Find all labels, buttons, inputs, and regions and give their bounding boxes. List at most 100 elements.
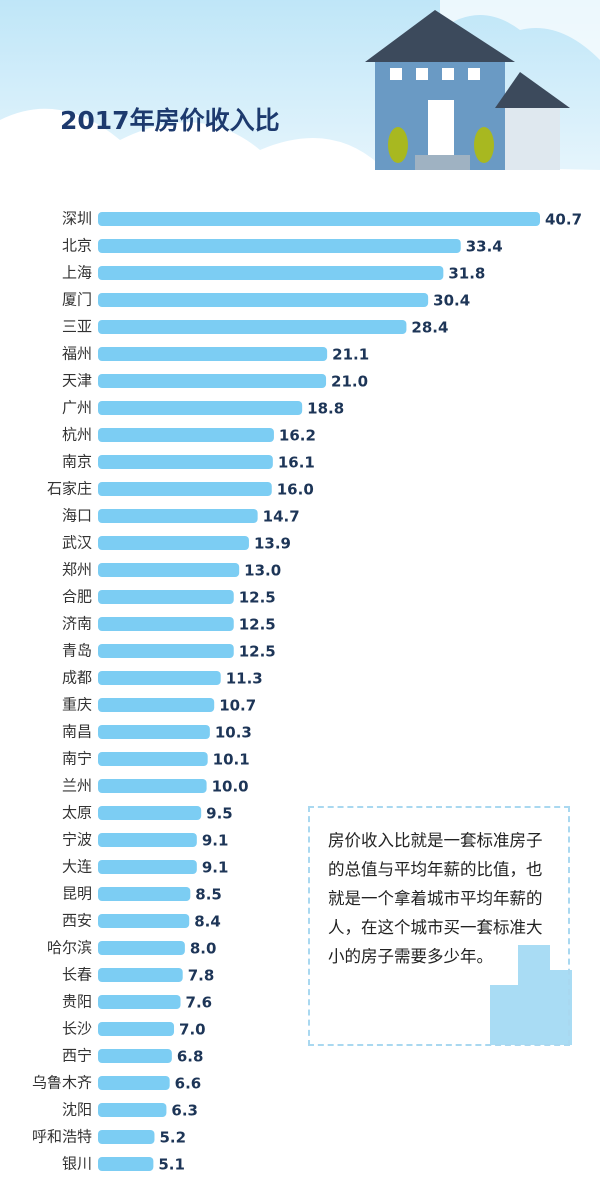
bar	[98, 1076, 170, 1090]
category-label: 太原	[62, 804, 92, 822]
category-label: 宁波	[62, 831, 92, 849]
value-label: 7.0	[179, 1021, 206, 1039]
bar	[98, 293, 429, 307]
value-label: 16.2	[279, 427, 316, 445]
category-label: 济南	[62, 615, 92, 633]
value-label: 31.8	[448, 265, 485, 283]
building-icon	[490, 945, 572, 1045]
value-label: 12.5	[239, 643, 276, 661]
bar	[98, 644, 234, 658]
category-label: 昆明	[62, 885, 92, 903]
value-label: 6.3	[171, 1102, 198, 1120]
value-label: 5.2	[159, 1129, 186, 1147]
bar	[98, 995, 181, 1009]
value-label: 12.5	[239, 616, 276, 634]
value-label: 10.3	[215, 724, 252, 742]
value-label: 18.8	[307, 400, 344, 418]
cloud	[440, 0, 600, 60]
bar	[98, 617, 234, 631]
value-label: 7.8	[188, 967, 215, 985]
category-label: 郑州	[62, 561, 92, 579]
bar	[98, 590, 234, 604]
category-label: 海口	[62, 507, 92, 525]
bar	[98, 563, 240, 577]
category-label: 杭州	[62, 426, 92, 444]
category-label: 武汉	[62, 534, 92, 552]
value-label: 12.5	[239, 589, 276, 607]
category-label: 南京	[62, 453, 92, 471]
category-label: 长沙	[62, 1020, 92, 1038]
value-label: 10.0	[212, 778, 249, 796]
bar	[98, 1103, 167, 1117]
bar	[98, 752, 208, 766]
category-label: 南宁	[62, 750, 92, 768]
house	[365, 10, 570, 170]
category-label: 青岛	[62, 642, 92, 660]
bar	[98, 482, 272, 496]
category-label: 兰州	[62, 777, 92, 795]
category-label: 南昌	[62, 723, 92, 741]
value-label: 8.4	[194, 913, 221, 931]
bar	[98, 320, 407, 334]
bar	[98, 887, 191, 901]
value-label: 33.4	[466, 238, 503, 256]
bar	[98, 1022, 175, 1036]
category-label: 深圳	[62, 210, 92, 228]
value-label: 9.5	[206, 805, 233, 823]
value-label: 13.9	[254, 535, 291, 553]
category-label: 沈阳	[62, 1101, 92, 1119]
value-label: 9.1	[202, 832, 229, 850]
bar	[98, 428, 274, 442]
note: 房价收入比就是一套标准房子的总值与平均年薪的比值，也就是一个拿着城市平均年薪的人…	[308, 806, 570, 1046]
value-label: 7.6	[186, 994, 213, 1012]
bar	[98, 779, 207, 793]
value-label: 5.1	[158, 1156, 185, 1174]
value-label: 14.7	[263, 508, 300, 526]
value-label: 8.5	[195, 886, 222, 904]
category-label: 天津	[62, 372, 92, 390]
category-label: 呼和浩特	[32, 1128, 92, 1146]
value-label: 10.1	[213, 751, 250, 769]
bar	[98, 455, 273, 469]
bar	[98, 914, 190, 928]
category-label: 上海	[62, 264, 92, 282]
category-label: 三亚	[62, 318, 92, 336]
cloud	[0, 108, 600, 200]
category-label: 北京	[62, 237, 92, 255]
bar	[98, 1157, 154, 1171]
value-label: 11.3	[226, 670, 263, 688]
category-label: 重庆	[62, 696, 92, 714]
chart-title: 2017年房价收入比	[60, 106, 280, 135]
bar	[98, 266, 444, 280]
bar	[98, 671, 221, 685]
category-label: 哈尔滨	[47, 939, 92, 957]
value-label: 16.1	[278, 454, 315, 472]
category-label: 福州	[62, 345, 92, 363]
category-label: 石家庄	[47, 480, 92, 498]
bar	[98, 941, 185, 955]
value-label: 9.1	[202, 859, 229, 877]
category-label: 成都	[62, 669, 92, 687]
bar	[98, 725, 210, 739]
category-label: 长春	[62, 966, 92, 984]
category-label: 西安	[62, 912, 92, 930]
value-label: 8.0	[190, 940, 217, 958]
category-label: 银川	[62, 1155, 92, 1173]
category-label: 大连	[62, 858, 92, 876]
bar	[98, 860, 197, 874]
value-label: 40.7	[545, 211, 582, 229]
category-label: 广州	[62, 399, 92, 417]
value-label: 30.4	[433, 292, 470, 310]
category-label: 厦门	[62, 291, 92, 309]
value-label: 28.4	[411, 319, 448, 337]
bar	[98, 698, 215, 712]
bar	[98, 509, 258, 523]
category-label: 合肥	[62, 588, 92, 606]
category-label: 西宁	[62, 1047, 92, 1065]
bar	[98, 212, 540, 226]
bar	[98, 347, 328, 361]
value-label: 10.7	[219, 697, 256, 715]
value-label: 6.6	[175, 1075, 202, 1093]
